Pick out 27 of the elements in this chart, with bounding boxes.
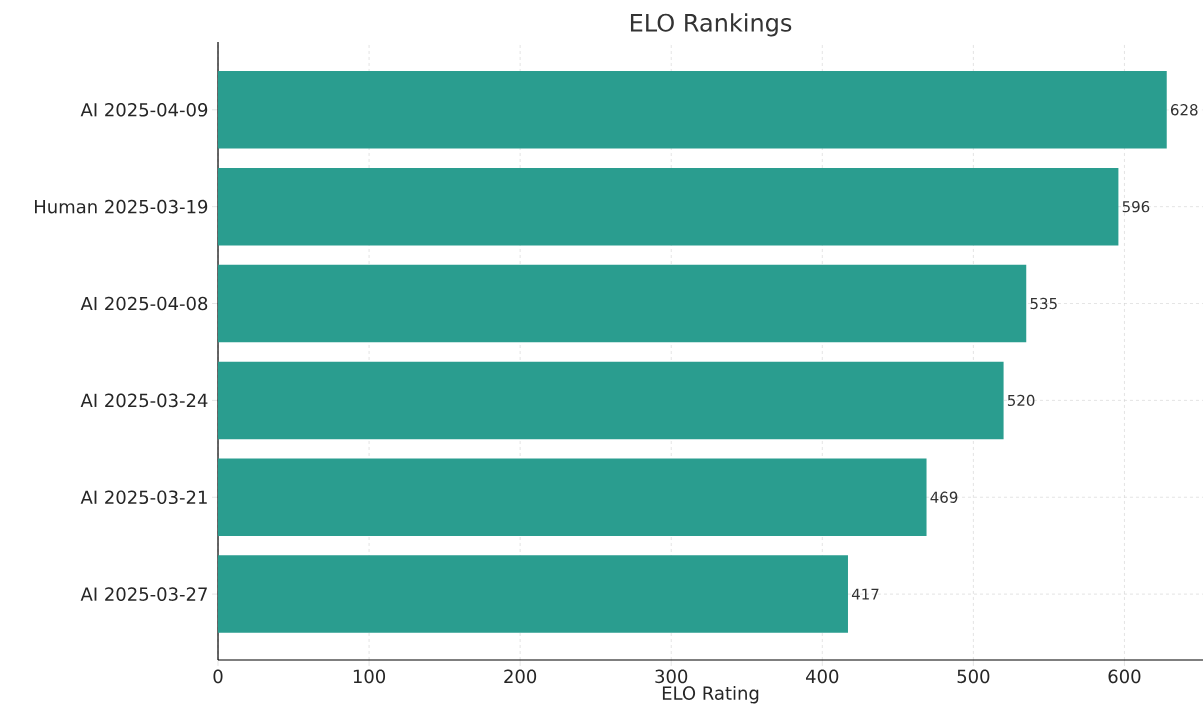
x-tick-label: 300: [655, 669, 688, 684]
bar: [218, 458, 927, 536]
data-label: 596: [1122, 200, 1150, 213]
x-tick-label: 200: [504, 669, 537, 684]
data-label: 535: [1030, 297, 1057, 310]
y-tick-label: AI 2025-04-09: [80, 102, 208, 117]
bar: [218, 264, 1027, 343]
x-tick-label: 500: [957, 669, 990, 684]
x-tick-label: 400: [806, 669, 839, 684]
data-label: 520: [1007, 394, 1035, 407]
x-tick-label: 600: [1108, 669, 1141, 684]
data-label: 417: [851, 588, 879, 600]
y-tick-label: AI 2025-03-27: [80, 587, 207, 601]
data-label: 628: [1170, 104, 1198, 116]
bar: [218, 361, 1004, 440]
bar: [218, 167, 1119, 246]
chart-title: ELO Rankings: [630, 13, 792, 37]
x-tick-label: 100: [353, 669, 386, 684]
y-tick-label: AI 2025-03-21: [80, 490, 207, 505]
y-tick-label: AI 2025-04-08: [80, 296, 208, 311]
bar: [218, 555, 848, 633]
x-tick-label: 0: [213, 669, 223, 684]
data-label: 469: [930, 491, 958, 503]
y-tick-label: AI 2025-03-24: [80, 393, 208, 408]
y-tick-label: Human 2025-03-19: [35, 199, 208, 214]
bar: [218, 71, 1167, 149]
x-axis-title: ELO Rating: [662, 686, 759, 704]
